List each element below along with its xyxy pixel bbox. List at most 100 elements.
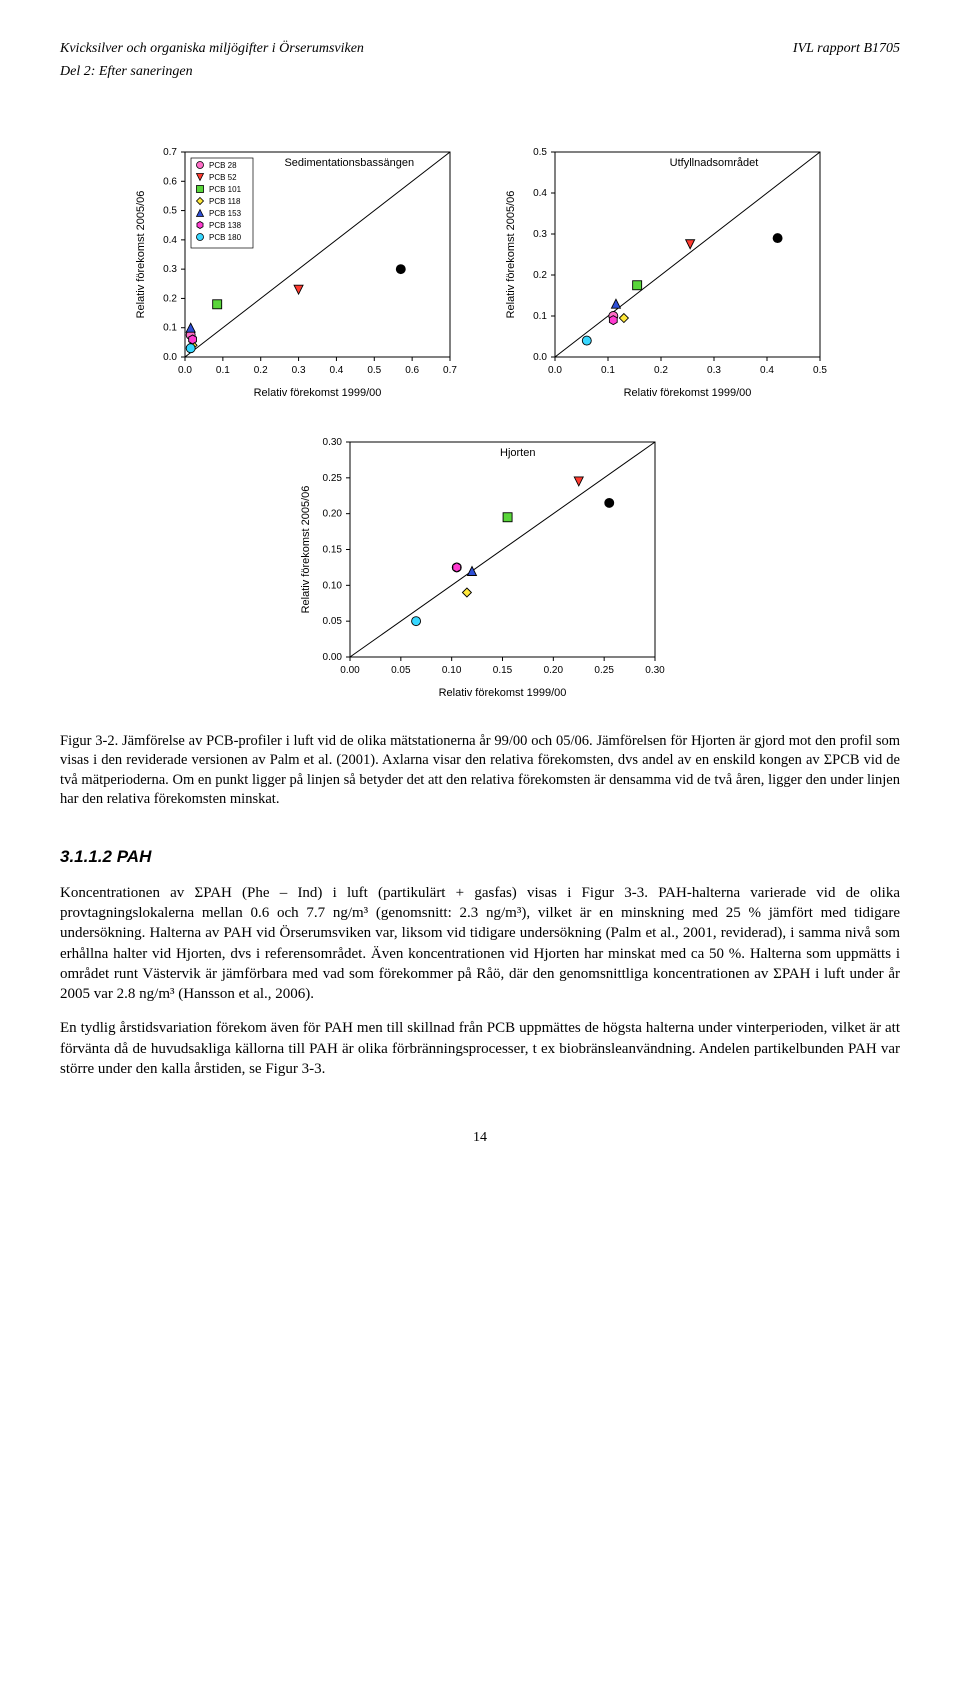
data-point-pcb52: [294, 285, 303, 294]
legend-marker: [197, 233, 204, 240]
body-paragraph-2: En tydlig årstidsvariation förekom även …: [60, 1018, 900, 1079]
data-point-pcb138: [609, 315, 617, 324]
x-tick-label: 0.7: [443, 365, 457, 376]
x-tick-label: 0.3: [292, 365, 306, 376]
x-axis-label: Relativ förekomst 1999/00: [439, 687, 567, 699]
y-tick-label: 0.25: [323, 473, 343, 484]
scatter-plot: 0.0 0.1 0.2 0.3 0.4 0.5 0.0 0.1 0.2 0.3 0.4 0.5 Utfy…: [500, 142, 830, 402]
y-tick-label: 0.1: [163, 322, 177, 333]
data-point-pcb101: [633, 281, 642, 290]
data-point-pcb153: [468, 566, 477, 575]
x-tick-label: 0.2: [654, 365, 668, 376]
y-tick-label: 0.4: [163, 235, 177, 246]
header-subline: Del 2: Efter saneringen: [60, 63, 900, 82]
header-left: Kvicksilver och organiska miljögifter i …: [60, 40, 364, 59]
x-tick-label: 0.25: [594, 665, 614, 676]
legend-label: PCB 118: [209, 197, 241, 206]
x-tick-label: 0.6: [405, 365, 419, 376]
y-tick-label: 0.30: [323, 437, 343, 448]
chart-sedimentation: 0.0 0.1 0.2 0.3 0.4 0.5 0.6 0.7 0.0 0.1 0.2 0.3 0.4 0…: [130, 142, 460, 402]
y-tick-label: 0.6: [163, 176, 177, 187]
y-axis-label: Relativ förekomst 2005/06: [300, 485, 312, 613]
y-tick-label: 0.2: [533, 270, 547, 281]
y-tick-label: 0.10: [323, 580, 343, 591]
x-tick-label: 0.4: [329, 365, 343, 376]
data-point-black: [773, 233, 782, 242]
data-point-pcb138: [189, 335, 197, 344]
data-point-pcb101: [213, 300, 222, 309]
legend-label: PCB 52: [209, 173, 237, 182]
y-tick-label: 0.05: [323, 616, 343, 627]
data-point-pcb180: [582, 336, 591, 345]
x-tick-label: 0.5: [813, 365, 827, 376]
data-point-pcb153: [186, 323, 195, 332]
data-point-pcb52: [686, 240, 695, 249]
legend-marker: [197, 161, 204, 168]
body-paragraph-1: Koncentrationen av ΣPAH (Phe – Ind) i lu…: [60, 883, 900, 1005]
y-axis-label: Relativ förekomst 2005/06: [135, 190, 147, 318]
chart-row-bottom: 0.00 0.05 0.10 0.15 0.20 0.25 0.30 0.00 0.05 0.10…: [60, 432, 900, 702]
y-tick-label: 0.20: [323, 508, 343, 519]
legend-label: PCB 180: [209, 233, 242, 242]
page-header: Kvicksilver och organiska miljögifter i …: [60, 40, 900, 59]
chart-title: Sedimentationsbassängen: [284, 157, 414, 169]
data-point-pcb52: [574, 477, 583, 486]
y-tick-label: 0.1: [533, 311, 547, 322]
x-tick-label: 0.4: [760, 365, 774, 376]
x-tick-label: 0.1: [216, 365, 230, 376]
legend-label: PCB 28: [209, 161, 237, 170]
scatter-plot: 0.0 0.1 0.2 0.3 0.4 0.5 0.6 0.7 0.0 0.1 0.2 0.3 0.4 0…: [130, 142, 460, 402]
x-tick-label: 0.0: [548, 365, 562, 376]
y-tick-label: 0.5: [533, 147, 547, 158]
y-tick-label: 0.3: [533, 229, 547, 240]
y-axis-label: Relativ förekomst 2005/06: [505, 190, 517, 318]
scatter-plot: 0.00 0.05 0.10 0.15 0.20 0.25 0.30 0.00 0.05 0.10…: [295, 432, 665, 702]
y-tick-label: 0.0: [533, 352, 547, 363]
chart-hjorten: 0.00 0.05 0.10 0.15 0.20 0.25 0.30 0.00 0.05 0.10…: [295, 432, 665, 702]
y-tick-label: 0.5: [163, 205, 177, 216]
x-axis-label: Relativ förekomst 1999/00: [624, 387, 752, 399]
x-tick-label: 0.0: [178, 365, 192, 376]
x-tick-label: 0.1: [601, 365, 615, 376]
data-point-pcb180: [186, 343, 195, 352]
chart-title: Hjorten: [500, 447, 535, 459]
legend-label: PCB 138: [209, 221, 242, 230]
y-tick-label: 0.7: [163, 147, 177, 158]
x-tick-label: 0.20: [544, 665, 564, 676]
y-tick-label: 0.00: [323, 652, 343, 663]
x-tick-label: 0.2: [254, 365, 268, 376]
x-tick-label: 0.3: [707, 365, 721, 376]
x-tick-label: 0.30: [645, 665, 665, 676]
data-point-pcb101: [503, 513, 512, 522]
legend-marker: [197, 221, 203, 228]
caption-text: Jämförelse av PCB-profiler i luft vid de…: [60, 733, 900, 808]
legend-marker: [197, 185, 204, 192]
header-right: IVL rapport B1705: [793, 40, 900, 59]
section-heading: 3.1.1.2 PAH: [60, 846, 900, 869]
x-tick-label: 0.5: [367, 365, 381, 376]
data-point-pcb118: [462, 588, 471, 597]
data-point-pcb118: [619, 313, 628, 322]
data-point-black: [396, 264, 405, 273]
chart-utfyllnad: 0.0 0.1 0.2 0.3 0.4 0.5 0.0 0.1 0.2 0.3 0.4 0.5 Utfy…: [500, 142, 830, 402]
chart-title: Utfyllnadsområdet: [670, 157, 759, 169]
data-point-pcb180: [412, 616, 421, 625]
y-tick-label: 0.0: [163, 352, 177, 363]
legend-label: PCB 101: [209, 185, 242, 194]
y-tick-label: 0.15: [323, 544, 343, 555]
y-tick-label: 0.3: [163, 264, 177, 275]
page-number: 14: [60, 1129, 900, 1148]
data-point-pcb153: [611, 299, 620, 308]
data-point-black: [605, 498, 614, 507]
y-tick-label: 0.4: [533, 188, 547, 199]
legend-label: PCB 153: [209, 209, 242, 218]
x-axis-label: Relativ förekomst 1999/00: [254, 387, 382, 399]
caption-lead: Figur 3-2.: [60, 733, 118, 749]
x-tick-label: 0.00: [340, 665, 360, 676]
y-tick-label: 0.2: [163, 293, 177, 304]
x-tick-label: 0.10: [442, 665, 462, 676]
x-tick-label: 0.15: [493, 665, 513, 676]
figure-caption: Figur 3-2. Jämförelse av PCB-profiler i …: [60, 732, 900, 810]
x-tick-label: 0.05: [391, 665, 411, 676]
data-point-pcb138: [453, 563, 461, 572]
